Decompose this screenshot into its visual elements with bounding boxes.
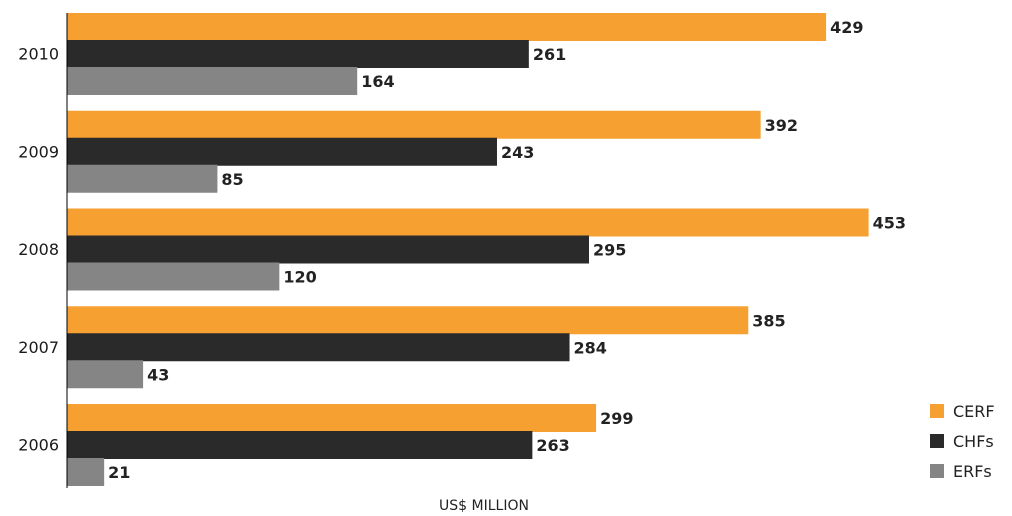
bar-erfs-2010 bbox=[67, 67, 358, 95]
value-label-chfs-2009: 243 bbox=[501, 143, 534, 162]
bar-erfs-2007 bbox=[67, 360, 144, 389]
category-label-2008: 2008 bbox=[18, 240, 59, 259]
legend-label-cerf: CERF bbox=[953, 402, 995, 421]
bar-chfs-2006 bbox=[67, 431, 533, 459]
value-label-erfs-2008: 120 bbox=[283, 268, 316, 287]
value-label-cerf-2007: 385 bbox=[752, 311, 785, 330]
x-axis-label: US$ MILLION bbox=[439, 498, 529, 514]
legend: CERF CHFs ERFs bbox=[930, 402, 995, 481]
category-labels-group: 2010 2009 2008 2007 2006 bbox=[18, 45, 59, 455]
value-label-cerf-2010: 429 bbox=[830, 18, 863, 37]
bar-cerf-2010 bbox=[67, 13, 827, 41]
category-label-2007: 2007 bbox=[18, 338, 59, 357]
legend-swatch-chfs bbox=[930, 434, 944, 448]
legend-swatch-erfs bbox=[930, 464, 944, 478]
bar-cerf-2009 bbox=[67, 110, 761, 139]
value-label-chfs-2006: 263 bbox=[536, 436, 569, 455]
bar-chfs-2009 bbox=[67, 137, 497, 166]
bar-erfs-2008 bbox=[67, 262, 280, 291]
bar-chfs-2008 bbox=[67, 235, 590, 264]
value-labels-group: 429 261 164 392 243 85 453 295 120 385 284 43 299 263… bbox=[108, 18, 906, 482]
value-label-chfs-2008: 295 bbox=[593, 241, 626, 260]
legend-label-chfs: CHFs bbox=[953, 432, 994, 451]
bar-cerf-2008 bbox=[67, 208, 869, 237]
bar-chfs-2010 bbox=[67, 40, 529, 68]
value-label-cerf-2009: 392 bbox=[765, 116, 798, 135]
value-label-cerf-2008: 453 bbox=[873, 214, 906, 233]
value-label-erfs-2009: 85 bbox=[221, 170, 243, 189]
value-label-chfs-2007: 284 bbox=[574, 338, 607, 357]
bar-cerf-2006 bbox=[67, 404, 597, 432]
category-label-2010: 2010 bbox=[18, 45, 59, 64]
value-label-erfs-2006: 21 bbox=[108, 463, 130, 482]
legend-label-erfs: ERFs bbox=[953, 462, 992, 481]
value-label-erfs-2010: 164 bbox=[361, 72, 394, 91]
bar-cerf-2007 bbox=[67, 306, 749, 335]
bars-group bbox=[67, 13, 869, 486]
bar-erfs-2006 bbox=[67, 458, 105, 486]
bar-erfs-2009 bbox=[67, 164, 218, 193]
bar-chfs-2007 bbox=[67, 333, 570, 362]
value-label-erfs-2007: 43 bbox=[147, 365, 169, 384]
value-label-cerf-2006: 299 bbox=[600, 409, 633, 428]
legend-swatch-cerf bbox=[930, 404, 944, 418]
value-label-chfs-2010: 261 bbox=[533, 45, 566, 64]
category-label-2009: 2009 bbox=[18, 142, 59, 161]
category-label-2006: 2006 bbox=[18, 436, 59, 455]
